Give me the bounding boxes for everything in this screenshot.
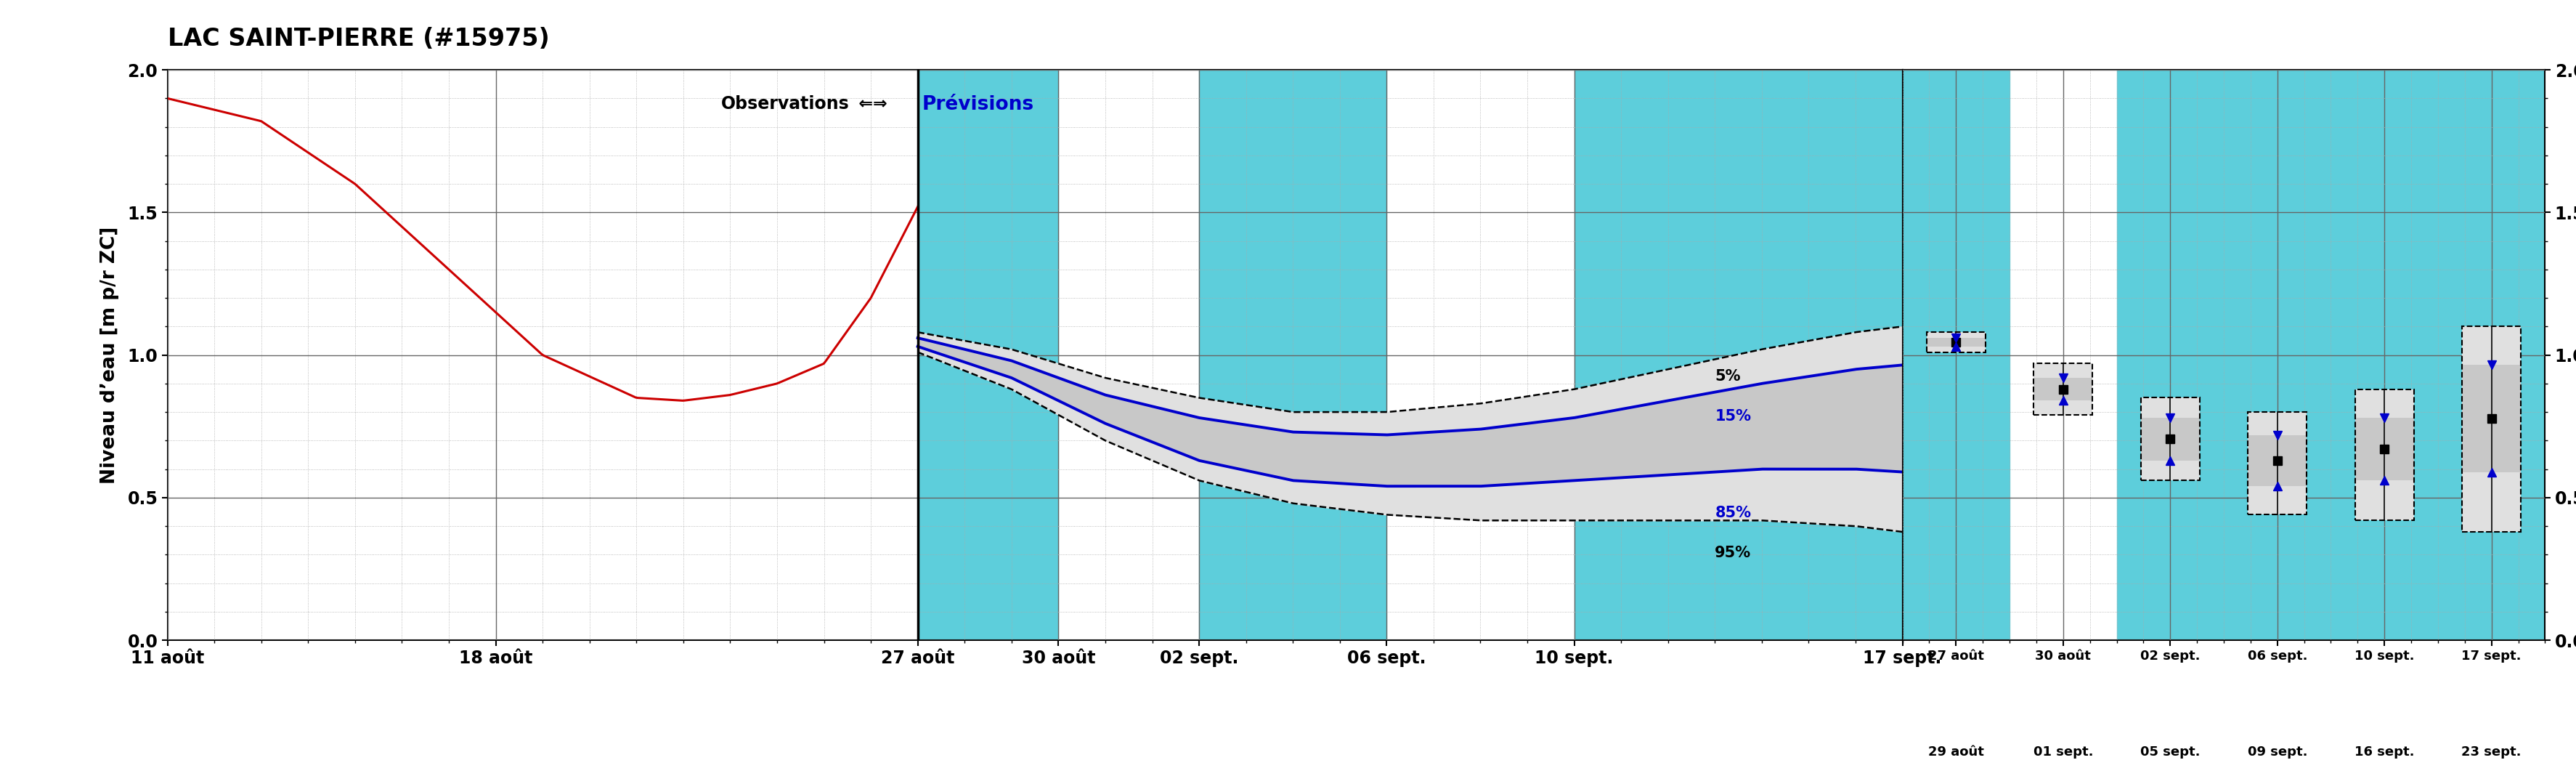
Text: ⇐⇒: ⇐⇒ <box>853 95 894 113</box>
Text: Observations: Observations <box>721 95 850 113</box>
Text: 09 sept.: 09 sept. <box>2246 746 2308 759</box>
Bar <box>1927 332 1986 352</box>
Text: 23 sept.: 23 sept. <box>2463 746 2522 759</box>
Bar <box>2354 417 2414 480</box>
Text: 16 sept.: 16 sept. <box>2354 746 2414 759</box>
Y-axis label: Niveau d’eau [m p/r ZC]: Niveau d’eau [m p/r ZC] <box>100 227 118 483</box>
Text: 95%: 95% <box>1716 546 1752 560</box>
Bar <box>2223 70 2331 640</box>
Bar <box>2032 364 2092 415</box>
Bar <box>2463 365 2522 472</box>
Text: 01 sept.: 01 sept. <box>2032 746 2094 759</box>
Bar <box>1904 70 2009 640</box>
Bar <box>2354 390 2414 521</box>
Text: 05 sept.: 05 sept. <box>2141 746 2200 759</box>
Bar <box>2249 435 2306 487</box>
Text: LAC SAINT-PIERRE (#15975): LAC SAINT-PIERRE (#15975) <box>167 27 549 51</box>
Bar <box>917 70 1059 640</box>
Bar <box>2463 327 2522 532</box>
Text: 85%: 85% <box>1716 506 1752 521</box>
Bar <box>1927 332 1986 352</box>
Bar <box>2032 378 2092 400</box>
Bar <box>2141 398 2200 480</box>
Bar <box>1574 70 1904 640</box>
Bar <box>1198 70 1386 640</box>
Bar <box>2141 417 2200 460</box>
Bar <box>1927 338 1986 346</box>
Bar <box>2331 70 2437 640</box>
Bar <box>2463 327 2522 532</box>
Bar <box>2117 70 2223 640</box>
Text: Prévisions: Prévisions <box>922 95 1033 114</box>
Bar <box>2032 364 2092 415</box>
Text: 29 août: 29 août <box>1927 746 1984 759</box>
Text: 5%: 5% <box>1716 369 1741 383</box>
Text: 15%: 15% <box>1716 409 1752 424</box>
Bar <box>2141 398 2200 480</box>
Bar <box>2437 70 2545 640</box>
Bar <box>2249 412 2306 514</box>
Bar <box>2354 390 2414 521</box>
Bar <box>2249 412 2306 514</box>
